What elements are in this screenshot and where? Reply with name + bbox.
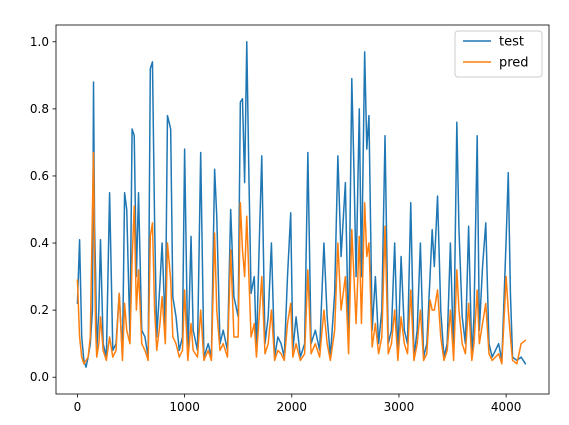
y-tick-label: 0.8 — [30, 102, 49, 116]
legend-label-test: test — [499, 35, 524, 50]
y-tick-label: 0.6 — [30, 169, 49, 183]
series-line-test — [76, 41, 527, 368]
x-tick-label: 0 — [74, 400, 82, 414]
y-tick-label: 0.2 — [30, 303, 49, 317]
x-tick-label: 4000 — [491, 400, 522, 414]
y-tick-label: 0.0 — [30, 370, 49, 384]
x-tick-label: 2000 — [277, 400, 308, 414]
axes-layer: 0 1000 2000 3000 4000 0.0 0.2 0.4 0.6 0.8 1.0 — [30, 24, 550, 414]
series-layer — [76, 41, 527, 368]
x-tick-label: 3000 — [384, 400, 415, 414]
y-tick-label: 0.4 — [30, 236, 49, 250]
legend-box — [454, 30, 543, 78]
legend: test pred — [454, 30, 543, 78]
x-tick-label: 1000 — [169, 400, 200, 414]
y-tick-label: 1.0 — [30, 35, 49, 49]
axes-frame — [55, 24, 550, 395]
legend-label-pred: pred — [499, 56, 529, 71]
series-line-pred — [76, 151, 527, 365]
